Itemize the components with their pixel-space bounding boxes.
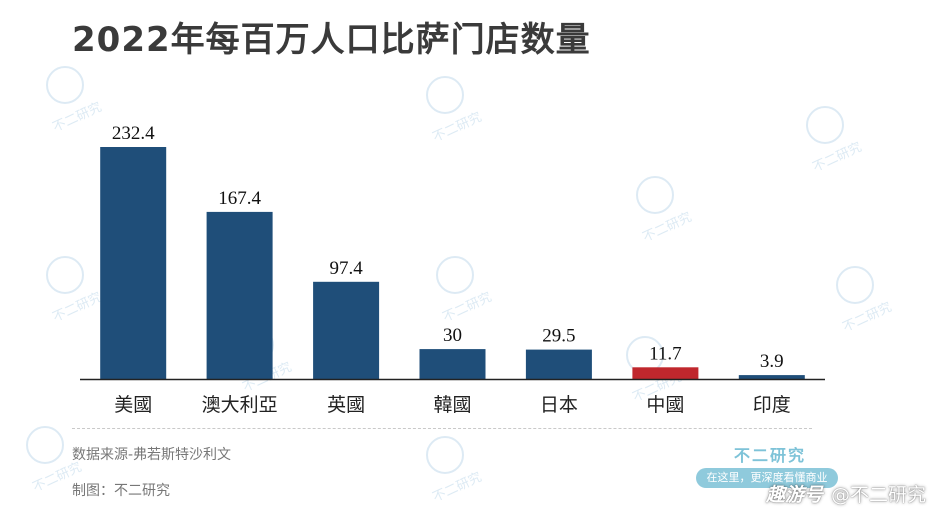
platform-brand: 趣游号 — [765, 484, 823, 506]
bar-中國 — [632, 367, 699, 379]
data-source-note: 数据来源-弗若斯特沙利文 — [72, 447, 232, 463]
bar-澳大利亞 — [206, 211, 273, 379]
value-label-韓國: 30 — [443, 325, 462, 346]
value-label-澳大利亞: 167.4 — [218, 188, 261, 209]
platform-handle: @不二研究 — [830, 484, 926, 506]
value-label-英國: 97.4 — [329, 258, 363, 279]
category-label-日本: 日本 — [540, 394, 578, 416]
brand-logo: 不二研究 在这里，更深度看懂商业 — [696, 442, 846, 492]
category-label-英國: 英國 — [327, 394, 365, 416]
chart-title: 2022年每百万人口比萨门店数量 — [72, 20, 591, 60]
brand-logo-title: 不二研究 — [734, 446, 807, 465]
bar-英國 — [313, 281, 380, 379]
value-label-美國: 232.4 — [112, 123, 155, 144]
value-label-中國: 11.7 — [649, 343, 682, 364]
bar-韓國 — [419, 349, 486, 379]
bar-印度 — [738, 375, 805, 379]
chart-maker-note: 制图：不二研究 — [72, 483, 170, 499]
brand-logo-slogan: 在这里，更深度看懂商业 — [696, 468, 838, 488]
footer-divider — [72, 428, 812, 429]
value-label-印度: 3.9 — [760, 351, 784, 372]
bar-美國 — [100, 147, 167, 379]
bar-日本 — [525, 349, 592, 379]
category-label-澳大利亞: 澳大利亞 — [202, 394, 278, 416]
category-label-中國: 中國 — [646, 394, 684, 416]
platform-watermark: 趣游号 @不二研究 — [766, 480, 926, 507]
value-label-日本: 29.5 — [542, 326, 575, 347]
category-label-韓國: 韓國 — [433, 394, 471, 416]
category-label-印度: 印度 — [753, 394, 791, 416]
category-label-美國: 美國 — [114, 394, 152, 416]
